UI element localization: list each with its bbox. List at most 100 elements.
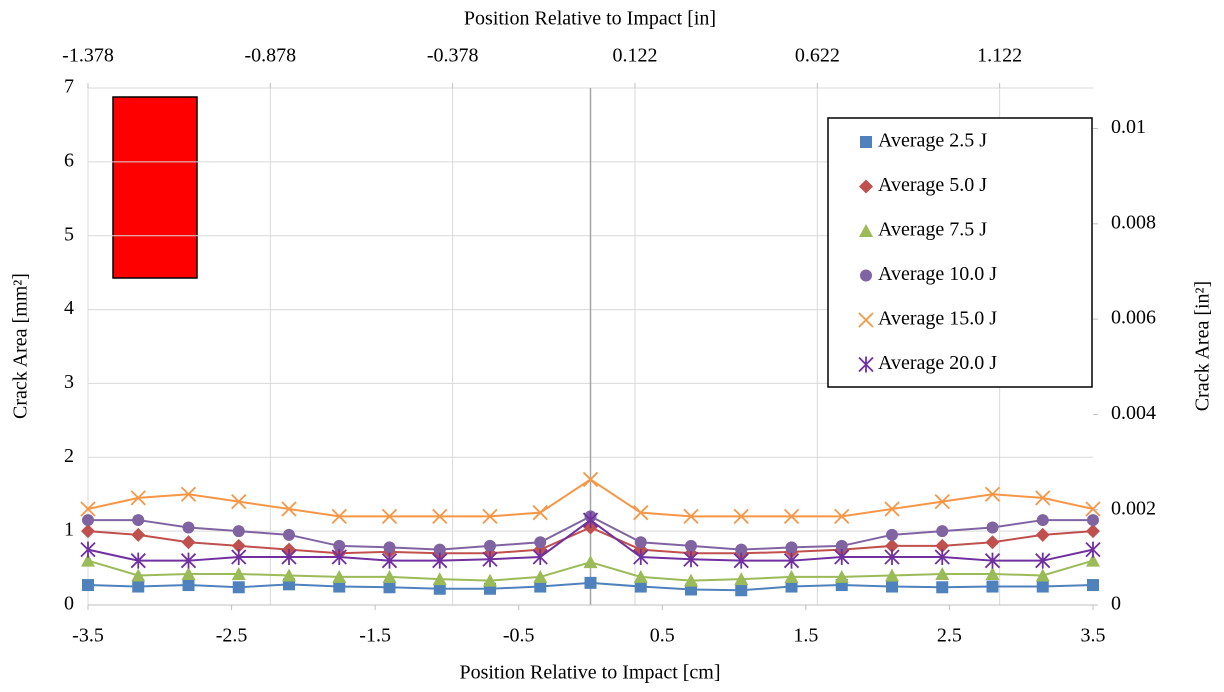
x2-tick-label: 0.122 <box>612 45 657 67</box>
y-tick-label: 3 <box>64 371 74 393</box>
marker <box>534 580 547 593</box>
marker <box>985 566 1000 580</box>
marker <box>82 514 94 527</box>
marker <box>886 528 898 541</box>
marker <box>381 552 398 569</box>
legend-label: Average 15.0 J <box>878 308 997 330</box>
y-tick-label: 2 <box>64 445 74 467</box>
y-tick-label: 6 <box>64 149 74 171</box>
legend: Average 2.5 J Average 5.0 J Average 7.5 J A… <box>827 117 1093 388</box>
marker <box>583 555 598 569</box>
marker <box>132 580 145 593</box>
marker <box>884 548 900 565</box>
marker <box>1086 553 1100 567</box>
marker <box>80 501 96 517</box>
marker <box>684 573 698 587</box>
marker <box>131 568 146 582</box>
legend-label: Average 2.5 J <box>878 130 987 152</box>
marker <box>281 548 297 565</box>
marker <box>333 580 346 593</box>
marker <box>231 493 247 510</box>
marker <box>1085 541 1101 558</box>
y2-tick-label: 0.008 <box>1111 211 1156 233</box>
x-tick-label: 0.5 <box>650 625 675 647</box>
marker <box>81 524 95 539</box>
legend-label: Average 7.5 J <box>878 219 987 241</box>
legend-marker <box>858 356 874 373</box>
marker <box>986 521 999 534</box>
marker <box>985 535 1000 550</box>
x-tick-label: -2.5 <box>216 625 248 647</box>
marker <box>733 508 749 525</box>
marker <box>180 486 197 502</box>
marker <box>282 568 296 582</box>
x-tick-label: -3.5 <box>72 625 104 647</box>
legend-marker <box>860 136 872 148</box>
x-tick-label: 1.5 <box>793 625 818 647</box>
marker <box>986 580 999 593</box>
marker <box>582 471 599 488</box>
marker <box>182 521 195 534</box>
marker <box>281 501 297 517</box>
x-axis-title: Position Relative to Impact [cm] <box>459 662 720 684</box>
marker <box>332 569 347 583</box>
marker <box>1085 501 1101 517</box>
marker <box>936 525 949 538</box>
y-tick-label: 5 <box>64 223 74 245</box>
marker <box>433 543 446 556</box>
y-tick-label: 4 <box>64 297 74 319</box>
y-tick-label: 0 <box>64 593 74 615</box>
y2-axis-title: Crack Area [in²] <box>1192 281 1214 411</box>
marker <box>683 508 699 525</box>
marker <box>834 508 850 525</box>
marker <box>231 566 246 580</box>
marker <box>633 548 649 565</box>
marker <box>886 580 898 593</box>
marker <box>232 581 245 594</box>
marker <box>885 538 899 553</box>
marker <box>835 539 848 552</box>
x-tick-label: 2.5 <box>937 625 962 647</box>
legend-marker <box>859 224 873 237</box>
marker <box>181 535 196 550</box>
x2-tick-label: 1.122 <box>977 45 1022 67</box>
marker <box>683 551 699 568</box>
marker <box>936 581 949 594</box>
marker <box>734 572 749 586</box>
marker <box>633 505 649 521</box>
marker <box>432 572 447 586</box>
marker <box>132 514 145 527</box>
marker <box>934 493 950 510</box>
x2-tick-label: -1.378 <box>62 45 114 67</box>
marker <box>482 508 498 525</box>
legend-marker <box>859 179 873 194</box>
marker <box>633 569 648 583</box>
marker <box>735 584 748 597</box>
marker <box>130 552 146 569</box>
y-tick-label: 7 <box>64 76 74 98</box>
marker <box>180 552 197 569</box>
marker <box>534 536 547 549</box>
y-tick-label: 1 <box>64 519 74 541</box>
y2-tick-label: 0 <box>1111 593 1121 615</box>
marker <box>634 536 647 549</box>
y-axis-title: Crack Area [mm²] <box>10 273 32 419</box>
marker <box>935 566 950 580</box>
marker <box>1087 514 1099 527</box>
marker <box>483 573 497 587</box>
marker <box>582 512 599 529</box>
marker <box>685 539 697 552</box>
marker <box>231 538 246 553</box>
y2-tick-label: 0.002 <box>1111 497 1156 519</box>
marker <box>584 576 597 589</box>
marker <box>381 508 398 525</box>
legend-label: Average 10.0 J <box>878 263 997 285</box>
marker <box>130 490 146 506</box>
marker <box>783 508 800 525</box>
x2-tick-label: 0.622 <box>795 45 840 67</box>
legend-marker <box>860 269 872 282</box>
marker <box>785 541 798 554</box>
marker <box>331 548 347 565</box>
marker <box>231 548 247 565</box>
